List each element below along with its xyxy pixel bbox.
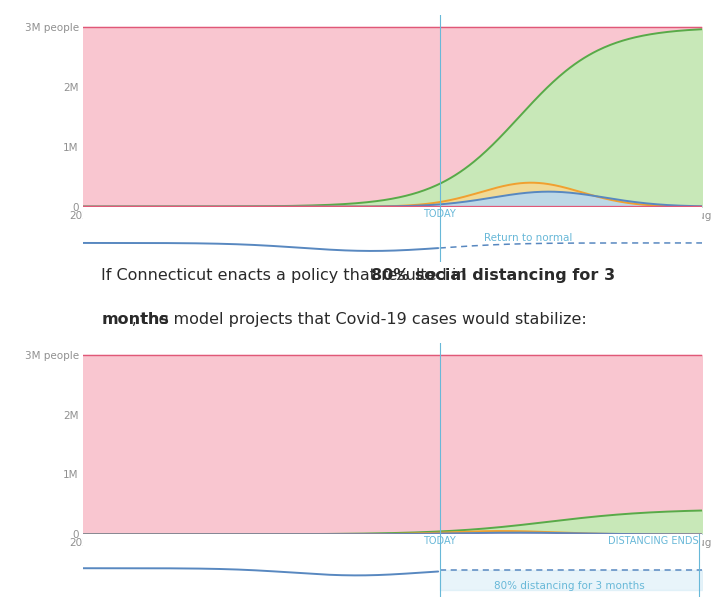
Text: DISTANCING ENDS: DISTANCING ENDS xyxy=(608,536,699,546)
Text: Return to normal: Return to normal xyxy=(484,233,572,243)
Text: TODAY: TODAY xyxy=(423,536,456,546)
Text: 80% distancing for 3 months: 80% distancing for 3 months xyxy=(494,581,644,591)
Text: 80% social distancing for 3: 80% social distancing for 3 xyxy=(102,268,616,284)
Text: If Connecticut enacts a policy that resulted in: If Connecticut enacts a policy that resu… xyxy=(102,268,472,284)
Text: , the model projects that Covid-19 cases would stabilize:: , the model projects that Covid-19 cases… xyxy=(102,312,587,327)
Text: TODAY: TODAY xyxy=(423,209,456,219)
Text: months: months xyxy=(102,312,169,327)
